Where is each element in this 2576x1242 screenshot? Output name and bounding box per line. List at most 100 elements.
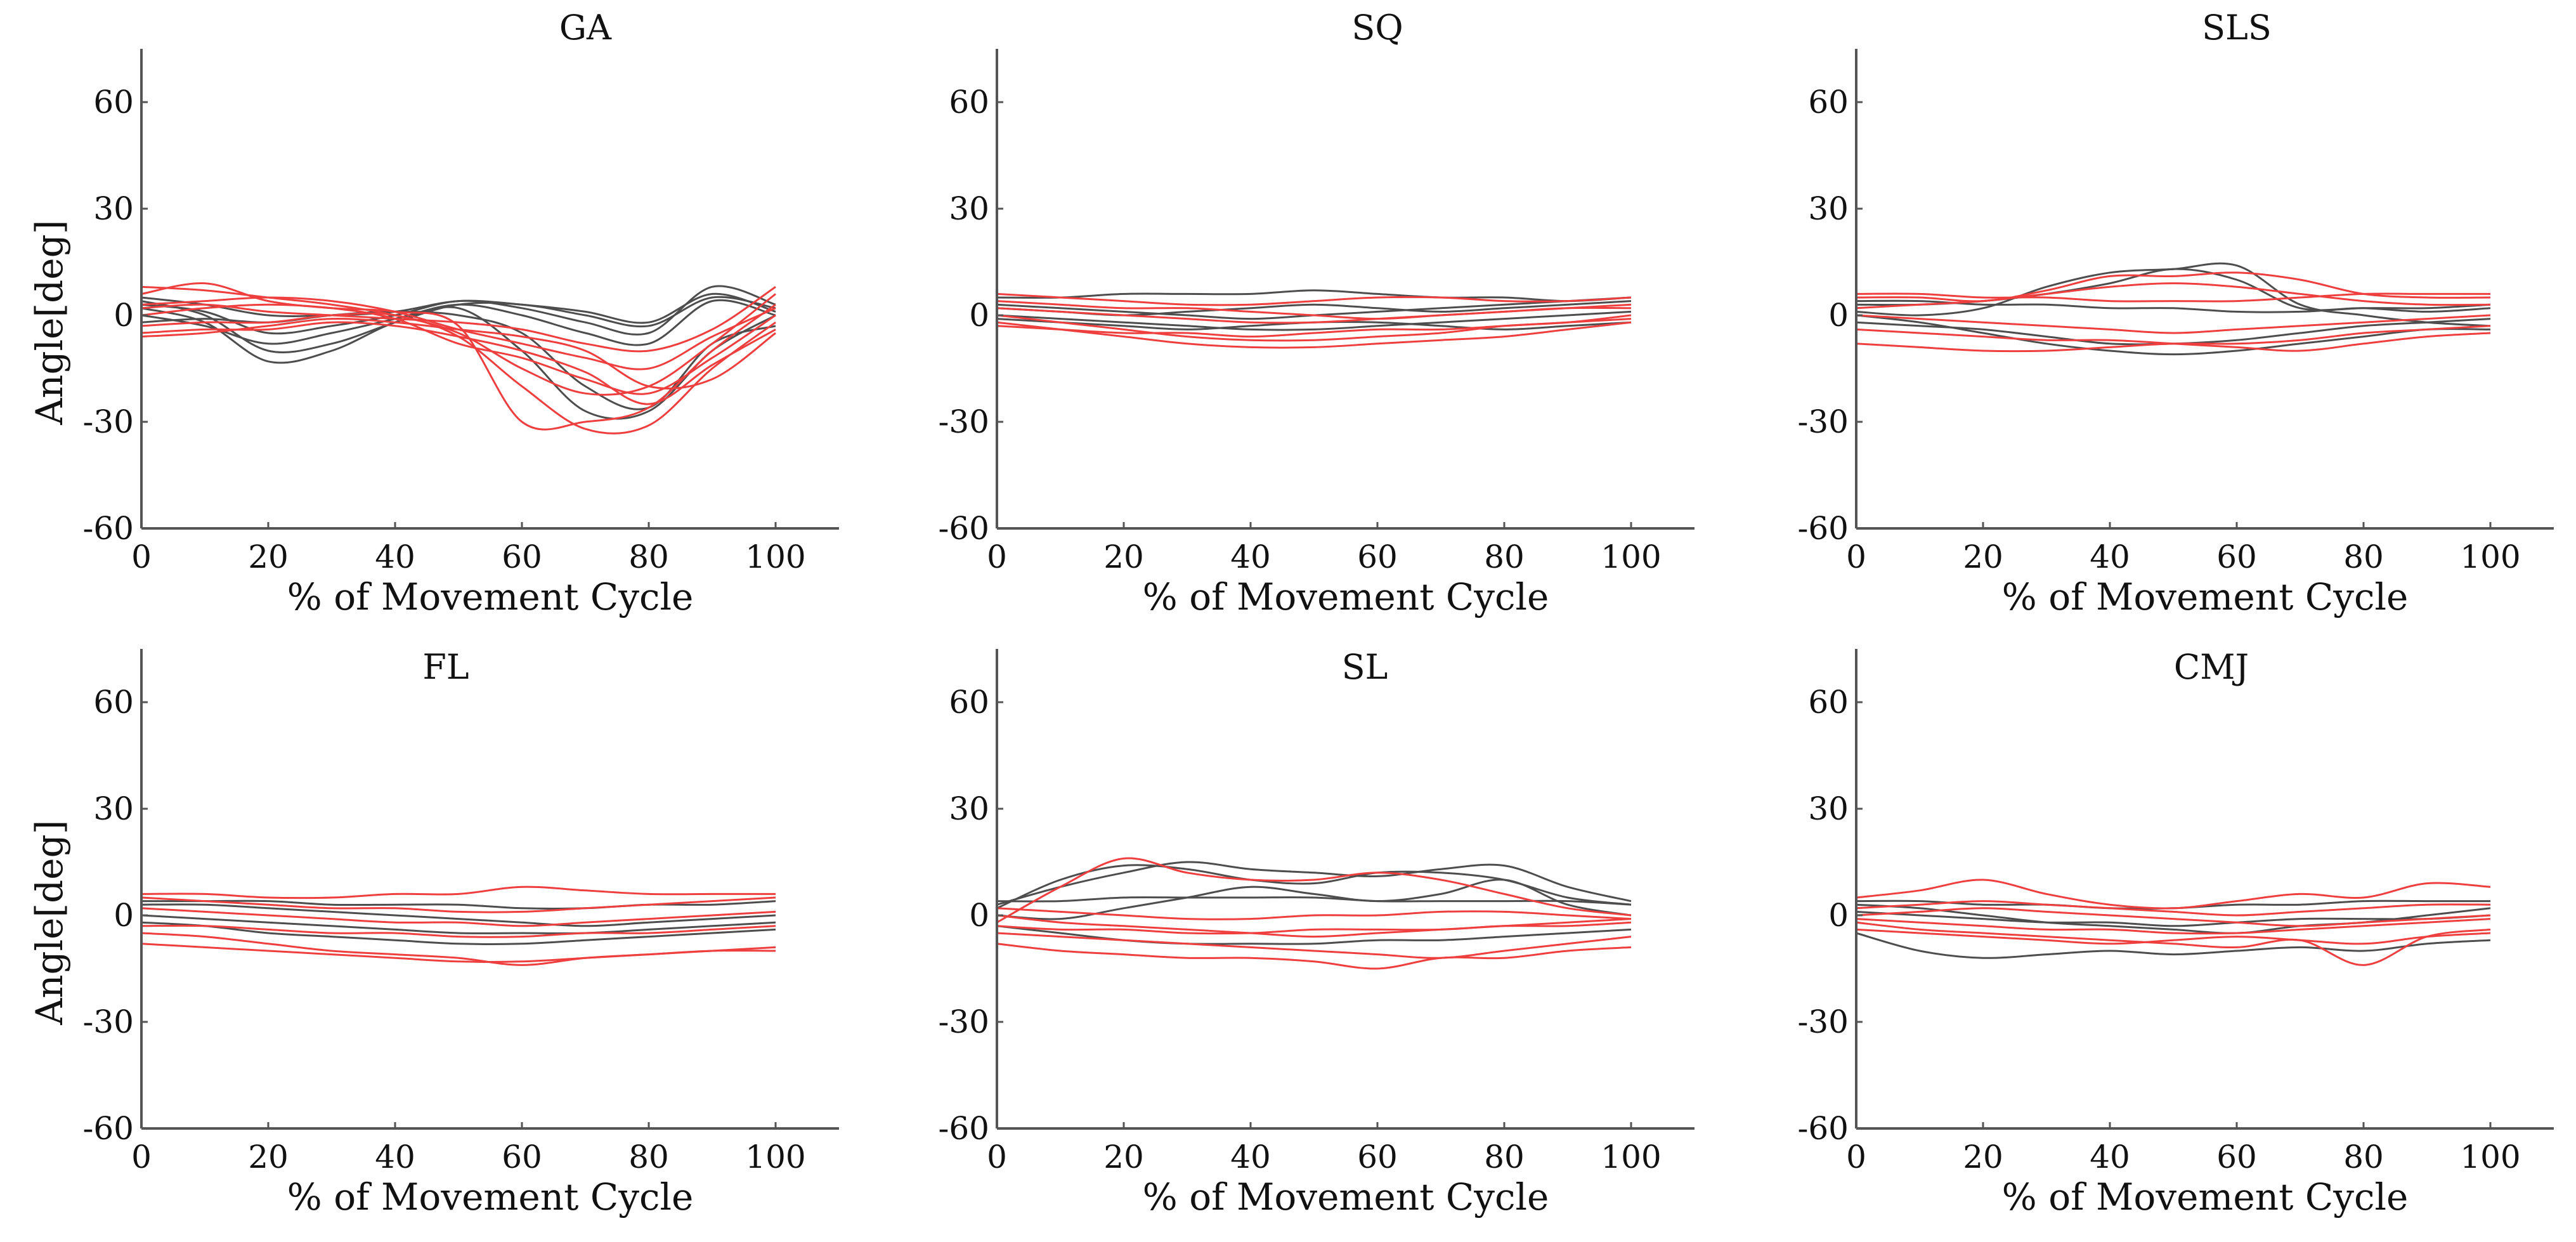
series-line-red-8: [996, 943, 1632, 970]
y-tick-label: -60: [82, 510, 134, 547]
x-axis-label: % of Movement Cycle: [287, 1175, 694, 1219]
x-axis-label: % of Movement Cycle: [1143, 575, 1549, 618]
panel-sl: 0 20 40 60 80 100 -60 -30 0 30 60 SL % of Movement C…: [938, 647, 1695, 1219]
x-tick-label: 0: [1846, 1139, 1866, 1175]
series-line-gray-3: [141, 899, 776, 910]
panel-title: CMJ: [2174, 647, 2249, 687]
x-tick-label: 60: [1357, 1139, 1398, 1175]
y-tick-label: 60: [93, 84, 134, 121]
y-tick-label: -30: [82, 403, 134, 440]
series-group: [996, 289, 1632, 349]
series-line-gray-1: [1856, 932, 2491, 959]
panel-title: GA: [559, 8, 612, 48]
x-tick-label: 60: [502, 1139, 542, 1175]
series-line-red-12: [141, 317, 776, 389]
y-tick-label: 30: [949, 790, 989, 827]
panel-title: FL: [422, 647, 469, 687]
y-tick-label: 30: [93, 790, 134, 827]
x-tick-label: 80: [2343, 539, 2384, 575]
y-tick-label: 0: [969, 897, 989, 934]
series-group: [141, 282, 776, 435]
y-tick-label: 0: [1828, 297, 1849, 334]
y-tick-label: 30: [1808, 190, 1849, 227]
panel-fl: 0 20 40 60 80 100 -60 -30 0 30 60 FL % of Movement C…: [28, 647, 839, 1219]
panel-title: SLS: [2202, 8, 2272, 48]
x-tick-label: 20: [1963, 1139, 2003, 1175]
x-tick-label: 40: [375, 539, 415, 575]
series-line-red-6: [996, 932, 1632, 959]
y-tick-label: 60: [1808, 684, 1849, 721]
series-line-gray-5: [141, 292, 776, 324]
series-line-red-8: [1856, 900, 2491, 917]
series-line-red-6: [141, 932, 776, 966]
series-line-red-5: [996, 292, 1632, 306]
series-line-gray-4: [996, 896, 1632, 906]
x-tick-label: 20: [1103, 1139, 1144, 1175]
series-line-gray-3: [141, 299, 776, 346]
series-line-red-13: [141, 285, 776, 353]
series-line-gray-2: [141, 914, 776, 934]
y-tick-label: 60: [93, 684, 134, 721]
series-line-red-10: [141, 321, 776, 405]
y-tick-label: -60: [82, 1110, 134, 1147]
x-axis-label: % of Movement Cycle: [287, 575, 694, 618]
series-group: [1856, 262, 2491, 356]
series-line-red-9: [141, 303, 776, 395]
x-tick-label: 60: [2216, 1139, 2257, 1175]
x-tick-label: 100: [745, 539, 805, 575]
x-axis-label: % of Movement Cycle: [1143, 1175, 1549, 1219]
series-line-red-8: [141, 312, 776, 435]
series-line-red-9: [996, 907, 1632, 920]
y-tick-label: -30: [1797, 403, 1849, 440]
series-line-red-7: [996, 914, 1632, 938]
series-line-red-7: [1856, 314, 2491, 334]
x-tick-label: 0: [1846, 539, 1866, 575]
y-tick-label: 0: [114, 297, 134, 334]
x-tick-label: 40: [1230, 539, 1271, 575]
y-tick-label: 30: [93, 190, 134, 227]
series-line-red-9: [996, 300, 1632, 320]
panel-cmj: 0 20 40 60 80 100 -60 -30 0 30 60 CMJ % of Movement …: [1797, 647, 2554, 1219]
x-tick-label: 80: [2343, 1139, 2384, 1175]
series-line-red-8: [141, 924, 776, 938]
series-line-red-5: [1856, 921, 2491, 966]
panel-title: SQ: [1351, 8, 1403, 48]
y-tick-label: -60: [938, 1110, 989, 1147]
x-tick-label: 40: [2090, 1139, 2130, 1175]
panel-ga: 0 20 40 60 80 100 -60 -30 0 30 60 GA % of Movement C…: [28, 8, 839, 618]
y-tick-label: -30: [938, 403, 989, 440]
series-group: [1856, 879, 2491, 966]
y-tick-label: 0: [114, 897, 134, 934]
series-line-gray-1: [996, 861, 1632, 906]
series-line-red-9: [141, 896, 776, 913]
panel-title: SL: [1342, 647, 1388, 687]
series-line-gray-0: [996, 289, 1632, 303]
y-tick-label: 60: [1808, 84, 1849, 121]
series-line-gray-2: [1856, 910, 2491, 927]
x-tick-label: 80: [1484, 539, 1525, 575]
series-line-red-7: [996, 321, 1632, 349]
series-line-gray-2: [996, 879, 1632, 920]
y-tick-label: 30: [949, 190, 989, 227]
y-tick-label: -60: [1797, 510, 1849, 547]
x-tick-label: 100: [745, 1139, 805, 1175]
series-line-red-10: [996, 921, 1632, 935]
series-line-red-7: [1856, 928, 2491, 945]
y-tick-label: -30: [1797, 1003, 1849, 1040]
y-tick-label: 60: [949, 84, 989, 121]
y-tick-label: 0: [969, 297, 989, 334]
x-tick-label: 100: [2460, 1139, 2520, 1175]
x-tick-label: 80: [628, 539, 669, 575]
x-tick-label: 0: [987, 539, 1007, 575]
series-line-red-5: [1856, 271, 2491, 303]
series-line-red-10: [1856, 292, 2490, 303]
y-tick-label: -60: [1797, 1110, 1849, 1147]
x-tick-label: 80: [628, 1139, 669, 1175]
x-tick-label: 100: [2460, 539, 2520, 575]
series-line-red-10: [996, 318, 1632, 338]
series-line-gray-4: [1856, 299, 2491, 313]
series-line-red-5: [996, 857, 1632, 924]
x-tick-label: 0: [987, 1139, 1007, 1175]
y-axis-label: Angle[deg]: [28, 220, 71, 426]
y-tick-label: 0: [1828, 897, 1849, 934]
